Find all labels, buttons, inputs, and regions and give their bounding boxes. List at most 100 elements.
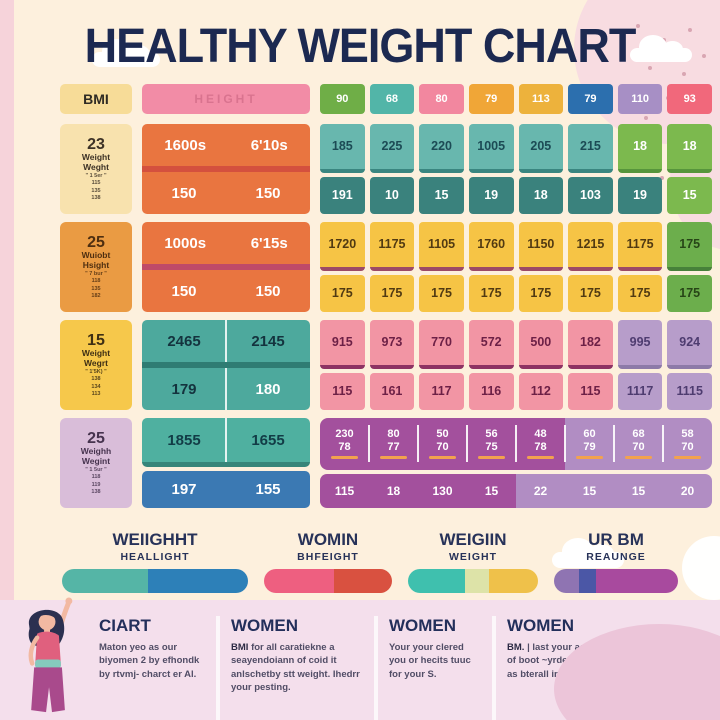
weight-cell-bottom: 116 xyxy=(468,372,514,410)
header-value-cell: 110 xyxy=(617,84,663,114)
weight-range-pair: 80 77 xyxy=(368,418,418,470)
range-bottom-value: 70 xyxy=(632,440,645,453)
weight-table: BMI HEIGHT 90 68 80 79 113 79 110 xyxy=(60,84,712,516)
weight-cell-bottom: 130 xyxy=(418,473,467,508)
weight-cell-bottom: 15 xyxy=(565,473,614,508)
bmi-cell: 25 Weighh Wegint " 1 5ur " 118 119 138 xyxy=(60,418,132,508)
panel-value: 2465 xyxy=(167,332,201,350)
footer-title: WOMEN xyxy=(231,616,299,635)
table-header-row: BMI HEIGHT 90 68 80 79 113 79 110 xyxy=(60,84,712,114)
legend-bar-segment xyxy=(62,569,148,593)
range-underline xyxy=(527,456,554,460)
footer-column-women-1: WOMEN BMI for all caratiekne a seayendoi… xyxy=(216,616,374,720)
footer-text: Your your clered you or hecits tuuc for … xyxy=(389,642,471,680)
bmi-note: 118 xyxy=(91,278,101,285)
cloud-icon xyxy=(552,537,624,568)
weight-cell-top: 18 xyxy=(617,124,663,173)
range-bottom-value: 75 xyxy=(485,440,498,453)
legend-subtitle: REAUNGE xyxy=(586,551,646,563)
panel-value: 180 xyxy=(255,380,281,398)
panel-value: 150 xyxy=(255,184,281,202)
footer-text: Maton yeo as our biyomen 2 by efhondk by… xyxy=(99,642,200,680)
bmi-value: 25 xyxy=(87,233,105,251)
bmi-cell: 23 Weight Weght " 1 5er " 115 135 138 xyxy=(60,124,132,214)
bmi-label: Hsight xyxy=(82,259,110,270)
footer-title: WOMEN xyxy=(507,616,575,635)
bmi-note: 118 xyxy=(91,474,101,481)
weight-cell-top: 182 xyxy=(568,320,613,369)
legend: WEIIGHHT HEALLIGHT WOMIN BHFEIGHT WEIGII… xyxy=(62,530,710,593)
legend-subtitle: HEALLIGHT xyxy=(120,551,190,563)
bmi-label: Wegint xyxy=(81,455,111,466)
footer-column-chart: CIART Maton yeo as our biyomen 2 by efho… xyxy=(88,616,216,720)
bmi-note: 138 xyxy=(91,194,101,201)
range-top-value: 58 xyxy=(681,428,694,441)
legend-title: WEIGIIN xyxy=(439,530,507,549)
height-panel: 1600s 6'10s 150 150 xyxy=(142,124,310,214)
weight-cell-top: 1175 xyxy=(617,222,663,271)
bmi-header: BMI xyxy=(60,84,132,114)
legend-title: WOMIN xyxy=(297,530,359,549)
weight-cell-bottom: 175 xyxy=(667,274,712,312)
weight-column: 500 112 xyxy=(518,320,564,410)
panel-value: 6'15s xyxy=(250,234,288,252)
weight-range-band: 230 78 80 77 50 70 xyxy=(320,418,712,508)
header-value-cell: 68 xyxy=(369,84,415,114)
bmi-row-1: 23 Weight Weght " 1 5er " 115 135 138 16… xyxy=(60,124,712,214)
weight-grid: 185 191 225 10 220 15 1005 xyxy=(320,124,712,214)
panel-value: 1000s xyxy=(164,234,207,252)
panel-value: 2145 xyxy=(251,332,285,350)
weight-cell-bottom: 1117 xyxy=(617,372,663,410)
panel-row-bottom: 150 150 xyxy=(142,270,310,312)
range-top-value: 230 xyxy=(335,428,354,441)
weight-column: 1175 175 xyxy=(369,222,415,312)
footer-column-women-2: WOMEN Your your clered you or hecits tuu… xyxy=(374,616,492,720)
range-top-value: 80 xyxy=(387,428,400,441)
bmi-label: Weighh xyxy=(80,446,112,457)
weight-cell-top: 1760 xyxy=(468,222,514,271)
bmi-cell: 25 Wuiobt Hsight " 7 bur " 118 135 182 xyxy=(60,222,132,312)
legend-group-weight: WEIGIIN WEIGHT xyxy=(408,530,538,593)
weight-cell-bottom: 175 xyxy=(419,274,464,312)
range-top-value: 56 xyxy=(485,428,498,441)
weight-column: 1005 19 xyxy=(468,124,514,214)
weight-cell-top: 770 xyxy=(419,320,464,369)
footer-title: CIART xyxy=(99,616,151,635)
weight-column: 1760 175 xyxy=(468,222,514,312)
legend-bar-segment xyxy=(147,569,248,593)
weight-cell-bottom: 15 xyxy=(614,473,663,508)
bmi-note: 138 xyxy=(91,376,101,383)
header-value-cell: 90 xyxy=(320,84,365,114)
height-header: HEIGHT xyxy=(142,84,310,114)
weight-cell-bottom: 175 xyxy=(369,274,415,312)
weight-grid: 915 115 973 161 770 117 572 xyxy=(320,320,712,410)
bmi-note: 113 xyxy=(91,390,101,397)
legend-bar-segment xyxy=(554,569,579,593)
weight-cell-top: 973 xyxy=(369,320,415,369)
legend-bar xyxy=(62,569,248,593)
weight-cell-top: 205 xyxy=(518,124,564,173)
range-underline xyxy=(429,456,456,460)
bmi-cell: 15 Weight Wegrt " 1'5K) " 138 134 113 xyxy=(60,320,132,410)
weight-column: 572 116 xyxy=(468,320,514,410)
bmi-row-2: 25 Wuiobt Hsight " 7 bur " 118 135 182 1… xyxy=(60,222,712,312)
legend-group-bmi-range: UR BM REAUNGE xyxy=(554,530,678,593)
decorative-dots xyxy=(636,24,640,28)
weight-column: 995 1117 xyxy=(617,320,663,410)
legend-group-weight-height: WEIIGHHT HEALLIGHT xyxy=(62,530,248,593)
range-bottom-value: 78 xyxy=(534,440,547,453)
weight-grid: 1720 175 1175 175 1105 175 1760 xyxy=(320,222,712,312)
legend-bar-segment xyxy=(334,569,392,593)
weight-cell-top: 915 xyxy=(320,320,365,369)
weight-cell-bottom: 15 xyxy=(667,176,712,214)
panel-row-top: 1600s 6'10s xyxy=(142,124,310,166)
panel-value: 6'10s xyxy=(250,136,288,154)
bmi-note: 182 xyxy=(91,292,101,299)
weight-cell-top: 1150 xyxy=(518,222,564,271)
weight-cell-top: 225 xyxy=(369,124,415,173)
range-top-value: 50 xyxy=(436,428,449,441)
legend-title: UR BM xyxy=(588,530,644,549)
bmi-value: 25 xyxy=(87,429,105,447)
bmi-note: 135 xyxy=(91,187,101,194)
legend-bar xyxy=(554,569,678,593)
